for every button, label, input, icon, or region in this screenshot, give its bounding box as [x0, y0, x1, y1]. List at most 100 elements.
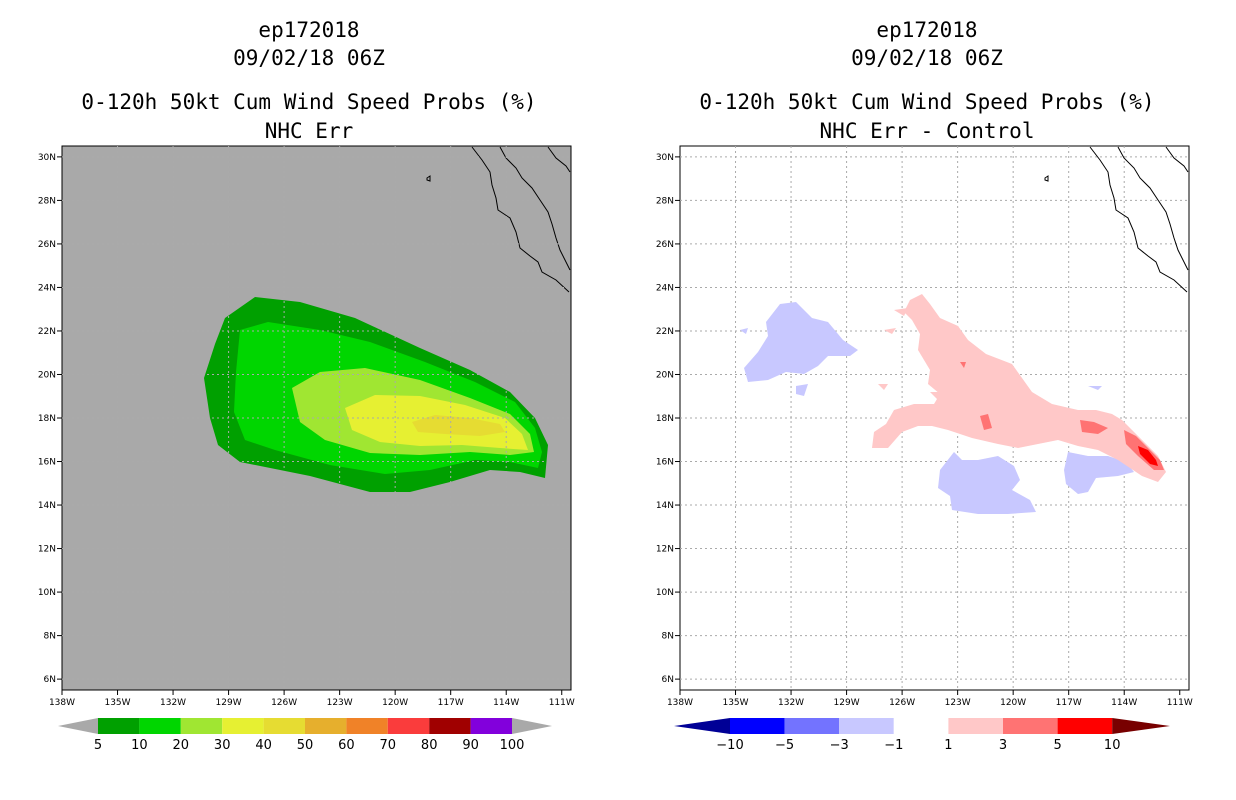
axis-ticks: 30N 28N 26N 24N 22N 20N 18N 16N 14N 12N 10N 8N 6N 138…: [38, 153, 575, 708]
lat-label: 30N: [656, 153, 674, 163]
lon-label: 123W: [945, 698, 971, 708]
colorbar-label: −5: [775, 738, 794, 753]
lat-label: 26N: [38, 240, 56, 250]
contour-minus-1: [938, 452, 1036, 514]
coastline: [426, 146, 571, 293]
contour-minus-1: [1064, 452, 1134, 494]
colorbar-label: 70: [380, 738, 397, 753]
lat-label: 12N: [656, 545, 674, 555]
lat-label: 18N: [38, 414, 56, 424]
colorbar-labels: 5 10 20 30 40 50 60 70 80 90 100: [94, 738, 525, 753]
right-map: 30N 28N 26N 24N 22N 20N 18N 16N 14N 12N 10N 8N 6N 138…: [656, 145, 1193, 753]
left-map: 30N 28N 26N 24N 22N 20N 18N 16N 14N 12N 10N 8N 6N 138…: [38, 145, 575, 753]
colorbar-under-arrow: [674, 718, 730, 734]
colorbar-swatch: [263, 718, 305, 734]
colorbar-swatch: [222, 718, 264, 734]
lon-label: 114W: [493, 698, 519, 708]
contour-minus-1: [796, 384, 808, 396]
contour-plus-3: [1080, 420, 1108, 434]
lon-label: 132W: [778, 698, 804, 708]
lat-label: 12N: [38, 545, 56, 555]
lat-label: 10N: [38, 588, 56, 598]
lat-label: 30N: [38, 153, 56, 163]
contour-plus-5: [1138, 446, 1158, 466]
lon-label: 111W: [549, 698, 575, 708]
contour-minus-1: [740, 328, 748, 334]
colorbar-label: 1: [944, 738, 952, 753]
chart-subtitle: NHC Err - Control: [819, 119, 1035, 143]
colorbar-label: 5: [1053, 738, 1061, 753]
contour-plus-1: [872, 294, 1166, 482]
lat-label: 20N: [656, 370, 674, 380]
colorbar-over-arrow: [1112, 718, 1170, 734]
colorbar-swatch: [1057, 718, 1113, 734]
contour-minus-1: [744, 302, 858, 382]
chart-title: 0-120h 50kt Cum Wind Speed Probs (%): [81, 90, 537, 114]
lat-label: 14N: [656, 501, 674, 511]
contour-plus-3: [980, 414, 992, 430]
colorbar-label: 3: [999, 738, 1007, 753]
contour-plus-1: [878, 384, 888, 390]
colorbar-swatch: [387, 718, 430, 734]
contour-plus-3: [960, 362, 966, 368]
colorbar-label: −3: [830, 738, 849, 753]
lon-label: 120W: [1000, 698, 1026, 708]
colorbar-swatch: [180, 718, 223, 734]
datetime: 09/02/18 06Z: [233, 46, 385, 70]
colorbar-label: 20: [173, 738, 190, 753]
colorbar: 5 10 20 30 40 50 60 70 80 90 100: [58, 718, 552, 753]
colorbar: −10 −5 −3 −1 1 3 5 10: [674, 718, 1170, 753]
lat-label: 16N: [656, 458, 674, 468]
chart-title: 0-120h 50kt Cum Wind Speed Probs (%): [699, 90, 1155, 114]
lon-label: 120W: [382, 698, 408, 708]
colorbar-swatch: [139, 718, 181, 734]
coastline: [1044, 146, 1189, 293]
colorbar-label: 40: [255, 738, 272, 753]
chart-subtitle: NHC Err: [264, 119, 354, 143]
colorbar-swatch: [1003, 718, 1058, 734]
right-panel: ep172018 09/02/18 06Z 0-120h 50kt Cum Wi…: [618, 0, 1236, 800]
lat-label: 6N: [662, 675, 674, 685]
colorbar-label: 10: [131, 738, 148, 753]
colorbar-swatch: [470, 718, 512, 734]
colorbar-swatch: [346, 718, 388, 734]
lat-label: 28N: [38, 196, 56, 206]
lon-label: 126W: [271, 698, 297, 708]
lon-label: 126W: [889, 698, 915, 708]
lat-label: 14N: [38, 501, 56, 511]
lat-label: 10N: [656, 588, 674, 598]
grid-lines: [62, 146, 571, 690]
axis-ticks: 30N 28N 26N 24N 22N 20N 18N 16N 14N 12N 10N 8N 6N 138…: [656, 153, 1193, 708]
lat-label: 24N: [656, 283, 674, 293]
colorbar-label: 50: [297, 738, 314, 753]
colorbar-label: 80: [421, 738, 438, 753]
contour-plus-1: [884, 328, 896, 334]
lon-label: 129W: [216, 698, 242, 708]
contour-plus-1: [930, 392, 942, 400]
colorbar-label: 5: [94, 738, 102, 753]
colorbar-under-arrow: [58, 718, 98, 734]
colorbar-swatch: [839, 718, 894, 734]
storm-id: ep172018: [258, 18, 360, 42]
colorbar-label: 60: [338, 738, 355, 753]
lat-label: 18N: [656, 414, 674, 424]
colorbar-label: 10: [1104, 738, 1121, 753]
lon-label: 138W: [49, 698, 75, 708]
lon-label: 117W: [1056, 698, 1082, 708]
colorbar-swatch: [429, 718, 471, 734]
left-panel: ep172018 09/02/18 06Z 0-120h 50kt Cum Wi…: [38, 18, 575, 753]
colorbar-label: 90: [462, 738, 479, 753]
lat-label: 24N: [38, 283, 56, 293]
lat-label: 28N: [656, 196, 674, 206]
lat-label: 6N: [44, 675, 56, 685]
lon-label: 117W: [438, 698, 464, 708]
contour-40: [412, 415, 505, 436]
lat-label: 26N: [656, 240, 674, 250]
colorbar-label: −10: [716, 738, 743, 753]
lon-label: 114W: [1111, 698, 1137, 708]
colorbar-label: −1: [884, 738, 903, 753]
lon-label: 138W: [667, 698, 693, 708]
lat-label: 8N: [44, 632, 56, 642]
colorbar-swatch: [784, 718, 840, 734]
lon-label: 129W: [834, 698, 860, 708]
